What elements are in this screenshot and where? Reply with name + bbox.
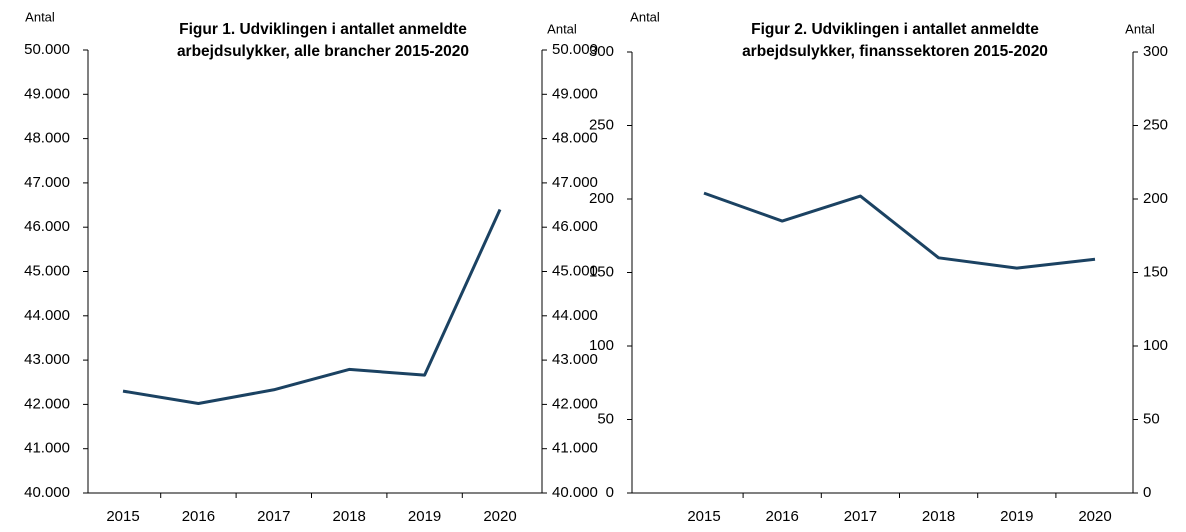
- y2-tick-label: 47.000: [552, 174, 598, 191]
- y2-tick-label: 42.000: [552, 395, 598, 412]
- x-tick-label: 2020: [1078, 508, 1111, 525]
- y2-axis-label: Antal: [1125, 21, 1155, 36]
- y2-tick-label: 46.000: [552, 218, 598, 235]
- y-tick-label: 41.000: [24, 440, 70, 457]
- y2-tick-label: 150: [1143, 263, 1168, 280]
- x-tick-label: 2017: [257, 508, 290, 525]
- y-tick-label: 50.000: [24, 41, 70, 58]
- chart-title: Figur 1. Udviklingen i antallet anmeldte: [179, 21, 467, 38]
- y2-tick-label: 200: [1143, 190, 1168, 207]
- y2-tick-label: 50: [1143, 410, 1160, 427]
- y-tick-label: 47.000: [24, 174, 70, 191]
- y-tick-label: 46.000: [24, 218, 70, 235]
- y2-axis-label: Antal: [547, 21, 577, 36]
- x-tick-label: 2020: [483, 508, 516, 525]
- y2-tick-label: 300: [1143, 43, 1168, 60]
- y-axis-label: Antal: [25, 9, 55, 24]
- y-tick-label: 48.000: [24, 130, 70, 147]
- y2-tick-label: 49.000: [552, 85, 598, 102]
- y-tick-label: 43.000: [24, 351, 70, 368]
- y-tick-label: 100: [589, 337, 614, 354]
- chart-title: arbejdsulykker, alle brancher 2015-2020: [177, 43, 469, 60]
- x-tick-label: 2019: [408, 508, 441, 525]
- x-tick-label: 2016: [182, 508, 215, 525]
- y-tick-label: 200: [589, 190, 614, 207]
- x-tick-label: 2015: [106, 508, 139, 525]
- x-tick-label: 2018: [922, 508, 955, 525]
- y2-tick-label: 41.000: [552, 440, 598, 457]
- y-tick-label: 49.000: [24, 85, 70, 102]
- data-line: [122, 208, 502, 406]
- y-tick-label: 42.000: [24, 395, 70, 412]
- x-tick-label: 2018: [333, 508, 366, 525]
- y-tick-label: 150: [589, 263, 614, 280]
- chart-title: arbejdsulykker, finanssektoren 2015-2020: [742, 43, 1048, 60]
- y2-tick-label: 100: [1143, 337, 1168, 354]
- y2-tick-label: 45.000: [552, 262, 598, 279]
- y-tick-label: 45.000: [24, 262, 70, 279]
- y-tick-label: 44.000: [24, 307, 70, 324]
- x-tick-label: 2015: [687, 508, 720, 525]
- y2-tick-label: 0: [1143, 484, 1151, 501]
- y-axis-label: Antal: [630, 9, 660, 24]
- chart-title: Figur 2. Udviklingen i antallet anmeldte: [751, 21, 1039, 38]
- x-tick-label: 2017: [844, 508, 877, 525]
- x-tick-label: 2016: [766, 508, 799, 525]
- y-tick-label: 250: [589, 116, 614, 133]
- y2-tick-label: 43.000: [552, 351, 598, 368]
- x-tick-label: 2019: [1000, 508, 1033, 525]
- y-tick-label: 50: [597, 410, 614, 427]
- data-line: [703, 191, 1096, 270]
- y2-tick-label: 40.000: [552, 484, 598, 501]
- y-tick-label: 300: [589, 43, 614, 60]
- y2-tick-label: 48.000: [552, 130, 598, 147]
- y2-tick-label: 50.000: [552, 41, 598, 58]
- y2-tick-label: 250: [1143, 116, 1168, 133]
- y2-tick-label: 44.000: [552, 307, 598, 324]
- y-tick-label: 0: [606, 484, 614, 501]
- y-tick-label: 40.000: [24, 484, 70, 501]
